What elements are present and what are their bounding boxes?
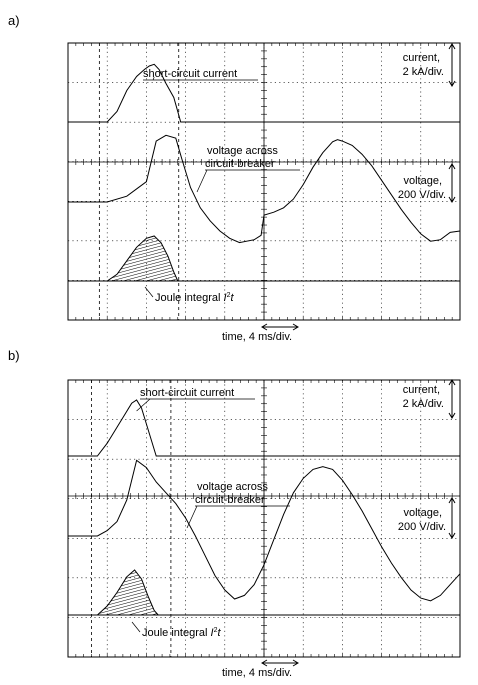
joule-integral-area	[68, 569, 460, 616]
voltage-trace	[68, 134, 461, 244]
label-short-circuit-current: short-circuit current	[143, 68, 237, 80]
arrowhead	[292, 659, 299, 667]
label-short-circuit-current: short-circuit current	[140, 387, 234, 399]
label-leader-line	[131, 621, 141, 633]
label-time-axis: time, 4 ms/div.	[222, 331, 292, 343]
label-current-scale-1: current,	[403, 52, 440, 64]
current-trace	[68, 399, 460, 457]
arrowhead	[448, 532, 456, 539]
panel-label-a: a)	[8, 13, 20, 28]
label-leader-line	[144, 286, 154, 298]
panel-label-b: b)	[8, 348, 20, 363]
label-voltage-scale-1: voltage,	[403, 175, 442, 187]
label-time-axis: time, 4 ms/div.	[222, 667, 292, 679]
label-leader-line	[136, 398, 151, 412]
arrowhead	[261, 323, 268, 331]
arrowhead	[261, 659, 268, 667]
label-voltage-line1: voltage across	[197, 481, 268, 493]
label-leader-line	[152, 76, 155, 81]
current-trace	[68, 63, 460, 123]
label-voltage-line2: circuit-breaker	[195, 494, 265, 506]
arrowhead	[448, 43, 456, 50]
chart-panel-b: b) short-circuit current voltage acrosscir…	[8, 348, 461, 679]
arrowhead	[448, 80, 456, 87]
arrowhead	[448, 163, 456, 170]
label-voltage-scale-1: voltage,	[403, 507, 442, 519]
label-current-scale-2: 2 kA/div.	[403, 66, 444, 78]
joule-integral-area	[68, 235, 460, 282]
arrowhead	[292, 323, 299, 331]
label-voltage-scale-2: 200 V/div.	[398, 189, 446, 201]
label-voltage-line2: circuit-breaker	[205, 158, 275, 170]
arrowhead	[448, 379, 456, 386]
label-joule-integral: Joule integral I2t	[155, 292, 234, 304]
voltage-trace	[68, 459, 461, 602]
label-current-scale-2: 2 kA/div.	[403, 398, 444, 410]
arrowhead	[448, 196, 456, 203]
arrowhead	[448, 497, 456, 504]
label-voltage-line1: voltage across	[207, 145, 278, 157]
arrowhead	[448, 412, 456, 419]
label-leader-line	[196, 169, 208, 193]
label-joule-integral: Joule integral I2t	[142, 627, 221, 639]
label-leader-line	[186, 505, 198, 529]
label-voltage-scale-2: 200 V/div.	[398, 521, 446, 533]
chart-panel-a: a) short-circuit current voltage acrosscir…	[8, 13, 461, 343]
label-current-scale-1: current,	[403, 384, 440, 396]
